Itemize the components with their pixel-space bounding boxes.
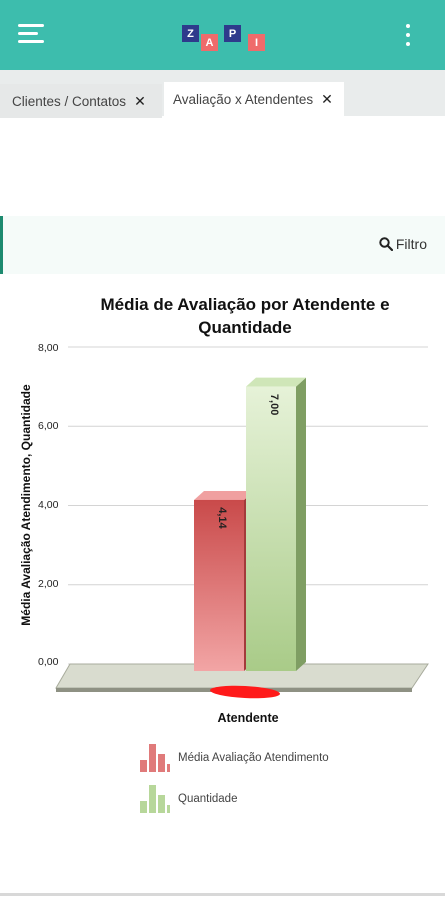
y-tick-label: 8,00: [38, 342, 59, 354]
bar-chart-icon: [140, 785, 170, 813]
bottom-divider: [0, 893, 445, 896]
close-icon[interactable]: ✕: [134, 92, 146, 109]
logo-letter: P: [224, 25, 241, 42]
y-tick-label: 4,00: [38, 499, 59, 511]
tab-clientes-contatos[interactable]: Clientes / Contatos ✕: [0, 84, 162, 118]
data-label: 4,14: [216, 507, 228, 529]
filter-bar: Filtro: [0, 216, 445, 274]
hamburger-menu-icon[interactable]: [18, 22, 48, 48]
app-bar: Z A P I: [0, 0, 445, 70]
logo-letter: Z: [182, 25, 199, 42]
tab-bar: Clientes / Contatos ✕ Avaliação x Atende…: [0, 70, 445, 118]
data-label: 7,00: [268, 394, 280, 415]
bar-top: [246, 377, 306, 387]
filter-button[interactable]: Filtro: [379, 236, 427, 252]
legend-label: Média Avaliação Atendimento: [178, 752, 329, 764]
bar-chart-icon: [140, 744, 170, 772]
bar: [246, 386, 296, 671]
close-icon[interactable]: ✕: [321, 90, 333, 107]
logo-letter: A: [201, 34, 218, 51]
more-options-icon[interactable]: [398, 22, 418, 50]
y-tick-label: 6,00: [38, 420, 59, 432]
filter-label: Filtro: [395, 236, 427, 252]
search-icon: [379, 237, 393, 251]
chart-title: Média de Avaliação por Atendente e Quant…: [100, 295, 390, 337]
legend-label: Quantidade: [178, 793, 238, 805]
y-tick-label: 0,00: [38, 656, 59, 668]
tab-avaliacao-atendentes[interactable]: Avaliação x Atendentes ✕: [164, 82, 344, 116]
bar: [194, 499, 244, 671]
zapi-logo: Z A P I: [182, 22, 268, 52]
tab-label: Avaliação x Atendentes: [173, 91, 314, 107]
logo-letter: I: [248, 34, 265, 51]
x-axis-label: Atendente: [217, 711, 279, 725]
legend-item-quantidade[interactable]: Quantidade: [140, 785, 237, 813]
bar-side: [296, 377, 306, 671]
y-tick-label: 2,00: [38, 578, 59, 590]
legend-item-media[interactable]: Média Avaliação Atendimento: [140, 744, 329, 772]
bar-top: [194, 490, 254, 500]
tab-label: Clientes / Contatos: [12, 93, 127, 109]
